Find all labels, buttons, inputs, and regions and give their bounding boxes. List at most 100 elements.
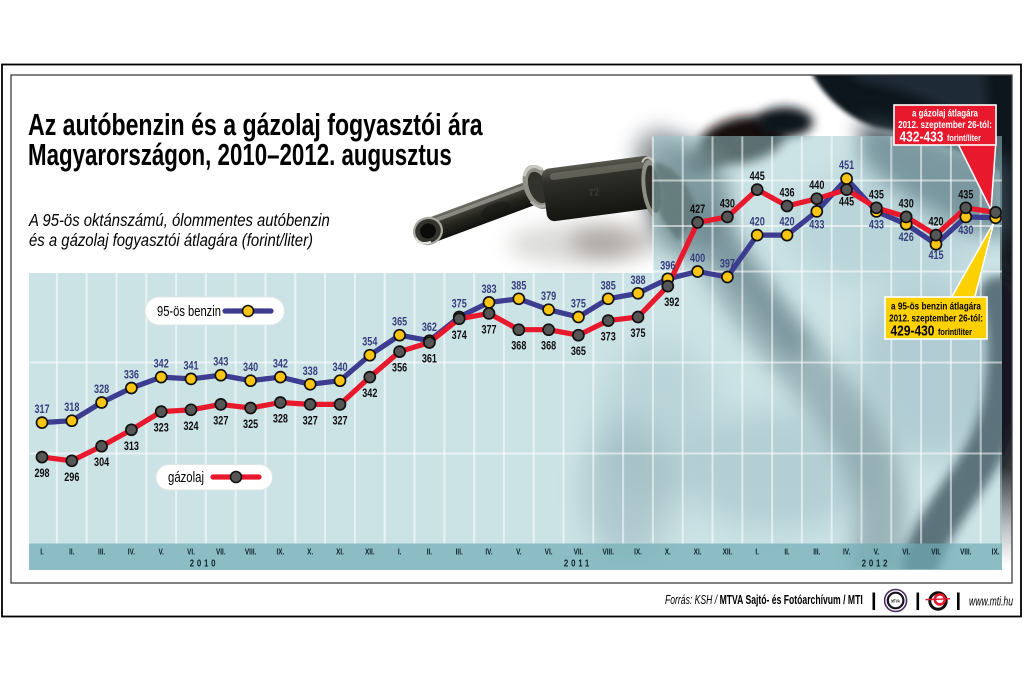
svg-text:Forrás: KSH /: Forrás: KSH / [665, 593, 718, 607]
svg-text:400: 400 [690, 252, 705, 266]
svg-text:377: 377 [481, 323, 496, 337]
svg-text:95-ös benzin: 95-ös benzin [157, 303, 221, 320]
svg-text:XI.: XI. [694, 547, 702, 557]
svg-text:340: 340 [243, 361, 258, 375]
svg-text:2011: 2011 [564, 557, 592, 568]
svg-text:379: 379 [541, 290, 556, 304]
svg-text:2012. szeptember 26-tól:: 2012. szeptember 26-tól: [898, 119, 992, 130]
svg-text:II.: II. [784, 547, 789, 557]
svg-text:IX.: IX. [276, 547, 284, 557]
svg-text:XI.: XI. [336, 547, 344, 557]
svg-text:forint/liter: forint/liter [938, 327, 973, 337]
svg-text:V.: V. [874, 547, 879, 557]
svg-text:385: 385 [511, 279, 526, 293]
svg-text:III.: III. [813, 547, 820, 557]
svg-text:342: 342 [362, 387, 377, 401]
svg-text:327: 327 [332, 414, 347, 428]
svg-text:2012: 2012 [862, 557, 891, 568]
svg-text:IX.: IX. [992, 547, 1000, 557]
svg-text:420: 420 [750, 215, 765, 229]
svg-text:VI.: VI. [187, 547, 195, 557]
svg-text:354: 354 [362, 336, 377, 350]
svg-text:436: 436 [779, 186, 794, 200]
svg-text:385: 385 [601, 279, 616, 293]
svg-text:I.: I. [755, 547, 759, 557]
svg-text:gázolaj: gázolaj [168, 469, 204, 486]
svg-text:445: 445 [750, 170, 765, 184]
svg-text:375: 375 [630, 327, 645, 341]
svg-text:2010: 2010 [190, 557, 219, 568]
svg-text:342: 342 [154, 357, 169, 371]
svg-text:Az autóbenzin és a gázolaj fog: Az autóbenzin és a gázolaj fogyasztói ár… [28, 108, 483, 142]
svg-text:MTVA Sajtó- és Fotóarchívum /: MTVA Sajtó- és Fotóarchívum / MTI [720, 593, 863, 607]
svg-text:368: 368 [541, 340, 556, 354]
svg-text:343: 343 [213, 356, 228, 370]
svg-text:II.: II. [69, 547, 74, 557]
svg-text:420: 420 [779, 215, 794, 229]
svg-text:VIII.: VIII. [960, 547, 971, 557]
svg-text:375: 375 [571, 297, 586, 311]
svg-text:338: 338 [303, 365, 318, 379]
svg-text:433: 433 [809, 218, 824, 232]
svg-text:Magyarországon, 2010–2012. aug: Magyarországon, 2010–2012. augusztus [28, 138, 452, 172]
svg-text:375: 375 [452, 297, 467, 311]
svg-text:440: 440 [809, 179, 824, 193]
svg-text:VI.: VI. [902, 547, 910, 557]
svg-text:374: 374 [452, 329, 467, 343]
svg-text:318: 318 [64, 401, 79, 415]
svg-text:MTVA: MTVA [891, 599, 900, 604]
svg-text:III.: III. [456, 547, 463, 557]
svg-text:X.: X. [665, 547, 671, 557]
svg-text:361: 361 [422, 352, 437, 366]
svg-text:324: 324 [183, 420, 198, 434]
svg-text:396: 396 [660, 259, 675, 273]
svg-text:325: 325 [243, 418, 258, 432]
svg-text:XII.: XII. [365, 547, 375, 557]
svg-text:VIII.: VIII. [603, 547, 614, 557]
svg-text:430: 430 [720, 197, 735, 211]
svg-text:298: 298 [34, 467, 49, 481]
svg-text:327: 327 [213, 414, 228, 428]
svg-text:328: 328 [273, 412, 288, 426]
svg-text:433: 433 [869, 218, 884, 232]
svg-text:429-430: 429-430 [891, 322, 935, 339]
svg-text:VII.: VII. [216, 547, 226, 557]
svg-text:XII.: XII. [723, 547, 733, 557]
svg-text:a 95-ös benzin átlagára: a 95-ös benzin átlagára [891, 299, 982, 311]
svg-text:426: 426 [899, 231, 914, 245]
svg-text:313: 313 [124, 440, 139, 454]
svg-text:296: 296 [64, 471, 79, 485]
svg-text:373: 373 [601, 330, 616, 344]
svg-text:IV.: IV. [128, 547, 135, 557]
svg-text:365: 365 [571, 345, 586, 359]
svg-text:340: 340 [332, 361, 347, 375]
svg-text:I.: I. [398, 547, 402, 557]
svg-text:397: 397 [720, 257, 735, 271]
svg-text:II.: II. [427, 547, 432, 557]
svg-text:www.mti.hu: www.mti.hu [969, 595, 1013, 609]
svg-text:445: 445 [839, 195, 854, 209]
svg-text:317: 317 [34, 403, 49, 417]
svg-text:a gázolaj átlagára: a gázolaj átlagára [912, 107, 979, 118]
svg-text:451: 451 [839, 159, 854, 173]
svg-text:323: 323 [154, 421, 169, 435]
svg-text:415: 415 [928, 249, 943, 263]
svg-text:435: 435 [958, 188, 973, 202]
svg-text:392: 392 [664, 296, 679, 310]
svg-text:IX.: IX. [634, 547, 642, 557]
svg-text:430: 430 [899, 197, 914, 211]
svg-text:327: 327 [303, 414, 318, 428]
svg-text:388: 388 [630, 274, 645, 288]
svg-text:435: 435 [869, 188, 884, 202]
svg-text:383: 383 [481, 283, 496, 297]
svg-text:328: 328 [94, 383, 109, 397]
svg-text:304: 304 [94, 456, 109, 470]
svg-text:III.: III. [98, 547, 105, 557]
svg-text:X.: X. [307, 547, 313, 557]
svg-text:V.: V. [516, 547, 521, 557]
svg-text:A 95-ös oktánszámú, ólommentes: A 95-ös oktánszámú, ólommentes autóbenzi… [28, 211, 330, 230]
svg-text:VIII.: VIII. [245, 547, 256, 557]
svg-text:432-433: 432-433 [900, 128, 944, 145]
svg-text:430: 430 [958, 224, 973, 238]
svg-text:forint/liter: forint/liter [947, 133, 982, 143]
